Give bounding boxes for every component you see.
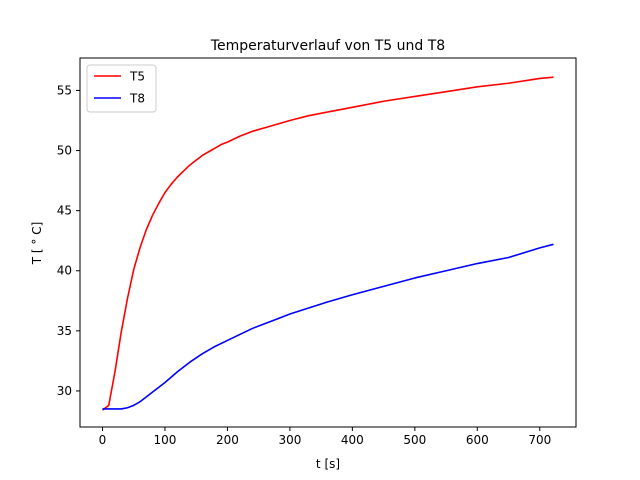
chart-title: Temperaturverlauf von T5 und T8 [210, 38, 445, 54]
x-tick-label: 200 [216, 433, 239, 447]
y-tick-label: 50 [57, 144, 72, 158]
plot-area [79, 57, 577, 428]
legend: T5 T8 [86, 64, 157, 113]
x-tick-label: 400 [341, 433, 364, 447]
y-tick-label: 35 [57, 324, 72, 338]
x-tick-label: 300 [278, 433, 301, 447]
legend-label-t8: T8 [129, 92, 145, 106]
x-tick-label: 0 [99, 433, 107, 447]
x-tick-label: 100 [154, 433, 177, 447]
x-axis: 0 100 200 300 400 500 600 700 [99, 427, 551, 447]
series-line-t8 [102, 243, 554, 410]
y-tick-label: 40 [57, 264, 72, 278]
series-layer [102, 76, 554, 411]
legend-box [86, 64, 157, 113]
x-axis-label: t [s] [316, 457, 340, 471]
legend-label-t5: T5 [129, 70, 145, 84]
y-tick-label: 30 [57, 384, 72, 398]
x-tick-label: 600 [466, 433, 489, 447]
x-tick-label: 500 [403, 433, 426, 447]
series-line-t5 [102, 76, 554, 411]
y-tick-label: 45 [57, 204, 72, 218]
y-axis: 30 35 40 45 50 55 [57, 83, 80, 398]
y-axis-label: T [ ° C] [30, 222, 44, 266]
y-tick-label: 55 [57, 83, 72, 97]
x-tick-label: 700 [528, 433, 551, 447]
